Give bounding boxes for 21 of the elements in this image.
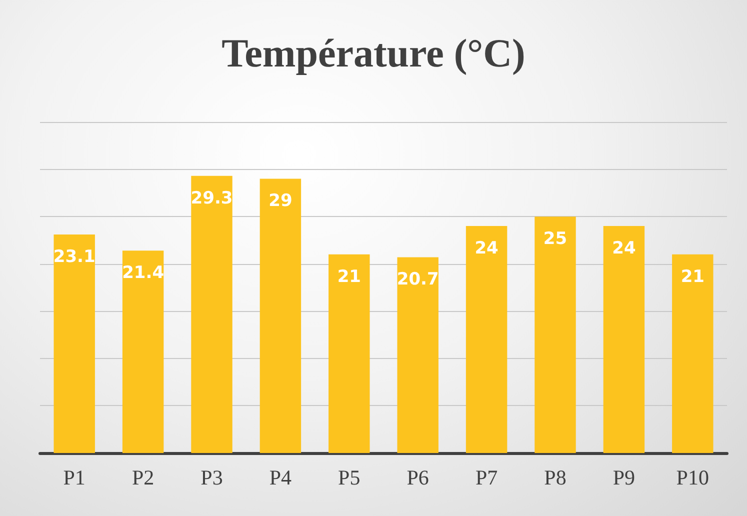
data-label: 23.1 [53,247,96,268]
x-tick-label: P1 [63,466,86,490]
data-label: 21 [680,266,704,287]
x-tick-label: P6 [406,466,429,490]
data-label: 21 [337,266,361,287]
data-label: 21.4 [122,263,164,284]
data-label: 24 [612,238,636,259]
data-label: 20.7 [396,270,439,290]
data-label: 29 [268,191,292,212]
data-label: 24 [474,238,499,259]
x-tick-label: P3 [200,466,223,490]
x-tick-label: P10 [676,466,709,490]
chart-title: Température (°C) [222,30,526,76]
x-tick-label: P5 [338,466,360,490]
x-tick-label: P2 [132,466,154,490]
x-tick-label: P8 [544,466,566,490]
x-tick-label: P7 [475,466,498,490]
data-label: 29.3 [190,188,233,208]
x-tick-label: P4 [269,466,292,490]
x-tick-label: P9 [612,466,636,490]
data-label: 25 [543,229,568,250]
